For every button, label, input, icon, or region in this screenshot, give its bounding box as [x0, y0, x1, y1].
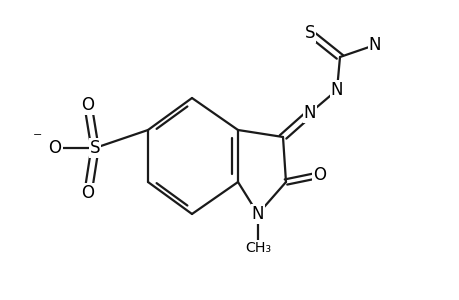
Text: O: O	[81, 184, 94, 202]
Text: S: S	[304, 24, 314, 42]
Text: N: N	[330, 81, 342, 99]
Text: N: N	[251, 205, 263, 223]
Text: S: S	[90, 139, 100, 157]
Text: N: N	[368, 36, 381, 54]
Text: −: −	[33, 130, 42, 140]
Text: O: O	[48, 139, 62, 157]
Text: CH₃: CH₃	[244, 241, 270, 255]
Text: O: O	[313, 166, 326, 184]
Text: N: N	[303, 104, 316, 122]
Text: O: O	[81, 96, 94, 114]
